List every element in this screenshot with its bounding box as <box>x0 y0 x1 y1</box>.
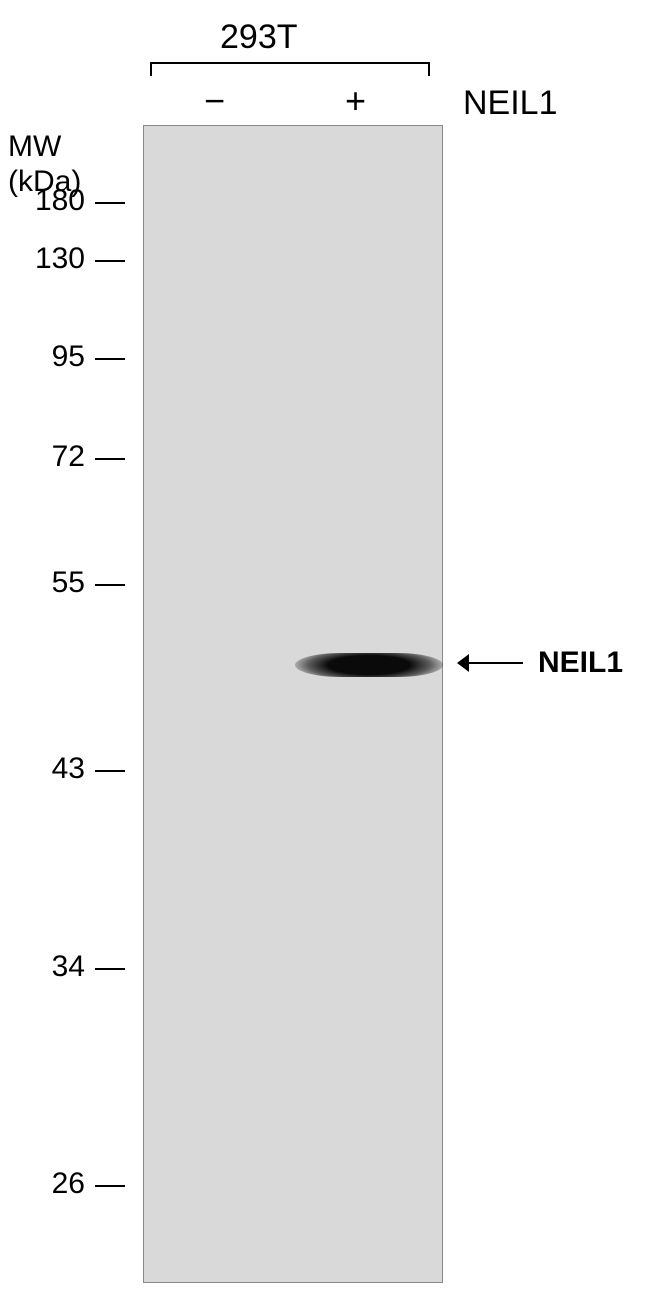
blot-noise <box>144 126 442 1282</box>
marker-label: 43 <box>15 752 85 786</box>
marker-tick <box>95 770 125 772</box>
mw-header: MW <box>8 130 61 164</box>
protein-band <box>295 653 443 677</box>
band-label: NEIL1 <box>538 646 623 680</box>
marker-tick <box>95 458 125 460</box>
western-blot-figure: 293T − + NEIL1 MW (kDa) 1801309572554334… <box>0 0 650 1304</box>
cell-line-label: 293T <box>220 18 298 57</box>
marker-label: 34 <box>15 950 85 984</box>
marker-label: 180 <box>15 184 85 218</box>
marker-tick <box>95 584 125 586</box>
marker-label: 130 <box>15 242 85 276</box>
marker-tick <box>95 358 125 360</box>
marker-label: 26 <box>15 1167 85 1201</box>
blot-membrane <box>143 125 443 1283</box>
marker-tick <box>95 1185 125 1187</box>
marker-tick <box>95 968 125 970</box>
lane-label-plus: + <box>345 80 366 122</box>
cell-line-bracket <box>150 62 430 78</box>
marker-label: 55 <box>15 566 85 600</box>
marker-label: 72 <box>15 440 85 474</box>
lane-label-minus: − <box>204 80 225 122</box>
target-protein-label: NEIL1 <box>463 84 558 123</box>
marker-tick <box>95 260 125 262</box>
band-arrow-icon <box>468 662 523 664</box>
marker-tick <box>95 202 125 204</box>
marker-label: 95 <box>15 340 85 374</box>
